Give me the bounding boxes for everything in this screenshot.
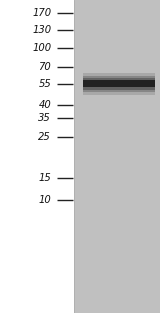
Text: 15: 15 (38, 173, 51, 183)
Bar (83, 73, 155, 95)
Bar (0, 0, 74, 313)
Text: 35: 35 (38, 113, 51, 123)
Text: 55: 55 (38, 79, 51, 89)
Text: 130: 130 (32, 25, 51, 35)
Text: 25: 25 (38, 132, 51, 142)
Text: 40: 40 (38, 100, 51, 110)
Bar (83, 80, 155, 87)
Bar (83, 76, 155, 92)
Text: 170: 170 (32, 8, 51, 18)
Text: 10: 10 (38, 195, 51, 205)
Text: 70: 70 (38, 62, 51, 72)
Bar (83, 78, 155, 90)
Text: 100: 100 (32, 43, 51, 53)
